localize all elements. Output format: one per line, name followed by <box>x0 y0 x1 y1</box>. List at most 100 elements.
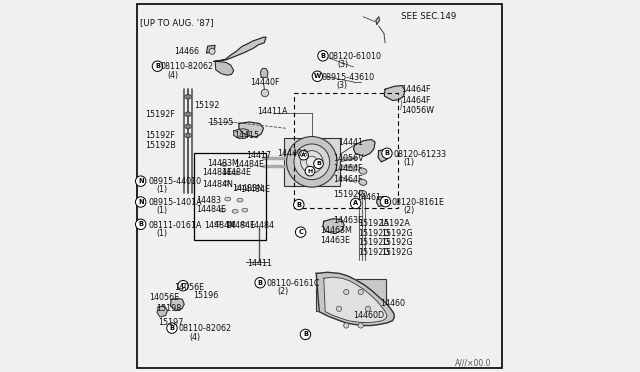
Text: 14441: 14441 <box>338 138 363 147</box>
Circle shape <box>358 289 364 295</box>
Text: W: W <box>314 73 321 79</box>
Polygon shape <box>157 306 168 317</box>
Ellipse shape <box>220 208 225 212</box>
Text: (3): (3) <box>338 60 349 69</box>
Polygon shape <box>207 45 215 53</box>
Polygon shape <box>324 277 387 323</box>
Text: (4): (4) <box>168 71 179 80</box>
Text: (2): (2) <box>404 206 415 215</box>
Ellipse shape <box>232 171 238 175</box>
Circle shape <box>152 61 163 71</box>
Text: 15198: 15198 <box>156 304 182 312</box>
Text: B: B <box>316 161 321 166</box>
Ellipse shape <box>225 197 231 201</box>
Circle shape <box>358 323 364 328</box>
Ellipse shape <box>241 222 246 226</box>
Circle shape <box>380 196 390 207</box>
Ellipse shape <box>232 209 238 213</box>
Circle shape <box>136 176 146 186</box>
Text: B: B <box>303 331 308 337</box>
Circle shape <box>186 95 190 99</box>
Polygon shape <box>378 150 389 162</box>
Text: 14411: 14411 <box>248 259 273 267</box>
Text: B: B <box>296 202 301 208</box>
Text: SEE SEC.149: SEE SEC.149 <box>401 12 456 21</box>
Circle shape <box>186 112 190 116</box>
Text: 15197: 15197 <box>158 318 184 327</box>
Circle shape <box>136 197 146 207</box>
Circle shape <box>337 306 342 311</box>
Text: 14440F: 14440F <box>250 78 280 87</box>
Ellipse shape <box>242 208 248 212</box>
Text: 14460: 14460 <box>380 299 405 308</box>
Text: 14415: 14415 <box>234 131 260 140</box>
Text: 14056W: 14056W <box>401 106 434 115</box>
Text: B: B <box>321 53 326 59</box>
Text: 14463E: 14463E <box>333 217 363 225</box>
Text: (2): (2) <box>277 287 289 296</box>
Polygon shape <box>385 86 405 100</box>
Text: (1): (1) <box>404 158 415 167</box>
Text: 14484E: 14484E <box>225 221 255 230</box>
Text: 08111-0161A: 08111-0161A <box>149 221 202 230</box>
Circle shape <box>296 227 306 237</box>
Bar <box>193 153 266 240</box>
Text: (1): (1) <box>156 229 168 238</box>
Text: 15195: 15195 <box>209 118 234 126</box>
Text: 08120-8161E: 08120-8161E <box>392 198 444 207</box>
Circle shape <box>178 280 188 291</box>
Text: (3): (3) <box>336 81 347 90</box>
Text: 14484M: 14484M <box>204 221 236 230</box>
Circle shape <box>294 199 304 210</box>
Ellipse shape <box>227 222 233 226</box>
Ellipse shape <box>184 94 191 99</box>
Text: 08110-82062: 08110-82062 <box>179 324 232 333</box>
Text: 14464F: 14464F <box>401 85 431 94</box>
Text: C: C <box>180 283 186 289</box>
Polygon shape <box>239 122 264 137</box>
Text: 08110-82062: 08110-82062 <box>160 62 213 71</box>
Text: 14484E: 14484E <box>234 160 264 169</box>
Text: 14464F: 14464F <box>333 175 362 184</box>
Text: 14484N: 14484N <box>202 180 233 189</box>
Text: [UP TO AUG. '87]: [UP TO AUG. '87] <box>140 18 213 27</box>
Text: A///×00.0: A///×00.0 <box>454 358 491 367</box>
Circle shape <box>209 48 215 54</box>
Text: B: B <box>385 150 390 156</box>
Ellipse shape <box>184 112 191 116</box>
Polygon shape <box>214 37 266 61</box>
Circle shape <box>261 89 269 97</box>
Bar <box>316 279 386 311</box>
Circle shape <box>167 323 177 333</box>
Text: 08120-61010: 08120-61010 <box>328 52 381 61</box>
Text: 14483N: 14483N <box>232 185 264 193</box>
Bar <box>294 93 398 208</box>
Circle shape <box>136 219 146 230</box>
Circle shape <box>300 329 310 340</box>
Ellipse shape <box>221 163 227 166</box>
Circle shape <box>351 198 361 209</box>
Text: (1): (1) <box>156 185 168 194</box>
Polygon shape <box>323 219 344 234</box>
Ellipse shape <box>359 190 367 196</box>
Polygon shape <box>376 17 380 24</box>
Text: 14484E: 14484E <box>202 168 232 177</box>
Text: (4): (4) <box>189 333 200 341</box>
Polygon shape <box>353 140 375 156</box>
Text: H: H <box>307 169 312 174</box>
Text: N: N <box>138 178 143 184</box>
Polygon shape <box>215 61 234 75</box>
Text: C: C <box>298 229 303 235</box>
Circle shape <box>255 278 266 288</box>
Circle shape <box>318 51 328 61</box>
Text: 08110-6161C: 08110-6161C <box>266 279 320 288</box>
Bar <box>284 138 340 186</box>
Text: 14466: 14466 <box>174 47 199 56</box>
Text: 15192P: 15192P <box>333 190 363 199</box>
Text: 15192G: 15192G <box>381 229 413 238</box>
Circle shape <box>287 137 337 187</box>
Text: 14417: 14417 <box>246 151 271 160</box>
Text: 15196: 15196 <box>193 291 219 300</box>
Text: 08915-43610: 08915-43610 <box>322 73 375 81</box>
Text: 14460D: 14460D <box>353 311 385 320</box>
